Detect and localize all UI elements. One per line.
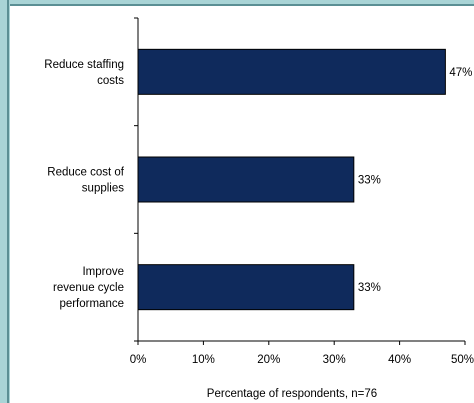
x-tick-label-0: 0%: [130, 354, 147, 366]
bar-3: [137, 264, 355, 311]
x-tick-label-3: 30%: [323, 354, 346, 366]
category-label-3-line-3: performance: [59, 298, 124, 310]
category-labels: Reduce staffing costs Reduce cost of suppli…: [44, 59, 124, 310]
top-border: [0, 0, 474, 6]
data-label-1: 47%: [449, 67, 472, 79]
category-label-3-line-2: revenue cycle: [53, 282, 124, 294]
category-label-2-line-1: Reduce cost of: [47, 167, 125, 179]
category-label-1-line-1: Reduce staffing: [44, 59, 124, 71]
x-tick-label-2: 20%: [257, 354, 280, 366]
axes: [134, 17, 466, 345]
data-labels: 47% 33% 33%: [358, 67, 473, 294]
category-label-1-line-2: costs: [97, 75, 124, 87]
left-border-line: [7, 0, 9, 403]
category-label-3-line-1: Improve: [82, 266, 124, 278]
data-label-2: 33%: [358, 175, 381, 187]
left-border: [0, 0, 10, 403]
x-axis-title: Percentage of respondents, n=76: [207, 388, 377, 400]
bar-1: [137, 48, 446, 95]
bar-2: [137, 156, 355, 203]
tick-labels: 0% 10% 20% 30% 40% 50%: [130, 354, 474, 366]
x-tick-label-4: 40%: [388, 354, 411, 366]
x-tick-label-1: 10%: [192, 354, 215, 366]
data-label-3: 33%: [358, 282, 381, 294]
category-label-2-line-2: supplies: [82, 183, 124, 195]
bars: [137, 48, 446, 311]
top-border-line: [7, 4, 474, 6]
x-tick-label-5: 50%: [451, 354, 474, 366]
